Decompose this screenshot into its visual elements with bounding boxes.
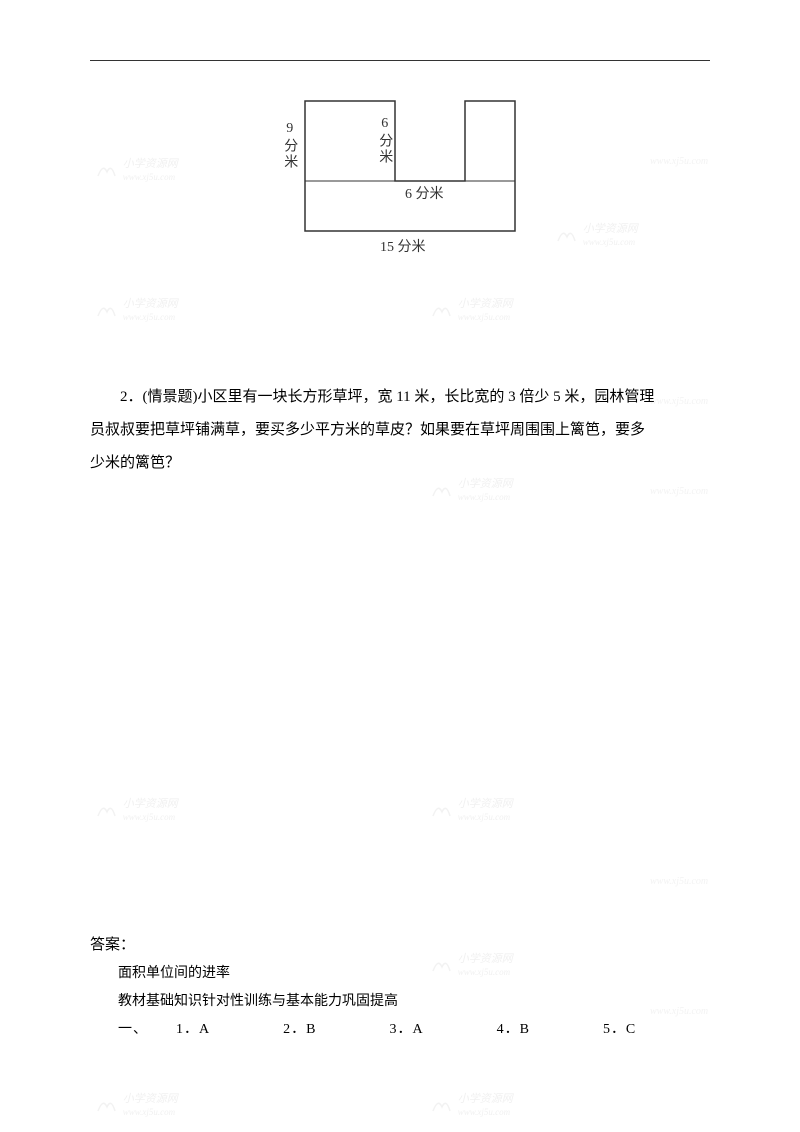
diagram-outline — [305, 101, 515, 231]
answer-prefix: 一、 — [118, 1022, 148, 1037]
question-2: 2．(情景题)小区里有一块长方形草坪，宽 11 米，长比宽的 3 倍少 5 米，… — [90, 381, 710, 480]
answer-item: 1．A — [148, 1016, 210, 1044]
diagram-svg — [260, 91, 540, 251]
label-6-vertical: 6分米 — [375, 116, 393, 165]
question-line3: 少米的篱笆？ — [90, 447, 710, 480]
diagram-container: 9分米 6分米 6 分米 15 分米 — [90, 91, 710, 251]
answer-subtitle2: 教材基础知识针对性训练与基本能力巩固提高 — [90, 988, 710, 1016]
document-page: 9分米 6分米 6 分米 15 分米 2．(情景题)小区里有一块长方形草坪，宽 … — [0, 0, 800, 1132]
answer-subtitle1: 面积单位间的进率 — [90, 960, 710, 988]
answer-item: 2．B — [255, 1016, 316, 1044]
answer-section: 答案： 面积单位间的进率 教材基础知识针对性训练与基本能力巩固提高 一、1．A 2… — [90, 930, 710, 1044]
geometry-diagram: 9分米 6分米 6 分米 15 分米 — [260, 91, 540, 251]
answer-item: 3．A — [361, 1016, 423, 1044]
label-9-fenmi: 9分米 — [280, 121, 298, 170]
question-line2: 员叔叔要把草坪铺满草，要买多少平方米的草皮？如果要在草坪周围围上篱笆，要多 — [90, 414, 710, 447]
question-line1: 2．(情景题)小区里有一块长方形草坪，宽 11 米，长比宽的 3 倍少 5 米，… — [90, 381, 710, 414]
label-6-horizontal: 6 分米 — [405, 186, 444, 204]
answer-title: 答案： — [90, 930, 710, 960]
answer-item: 5．C — [575, 1016, 636, 1044]
header-rule — [90, 60, 710, 61]
answer-item: 4．B — [469, 1016, 530, 1044]
label-15-fenmi: 15 分米 — [380, 239, 426, 257]
answer-row: 一、1．A 2．B 3．A 4．B 5．C — [90, 1016, 710, 1044]
